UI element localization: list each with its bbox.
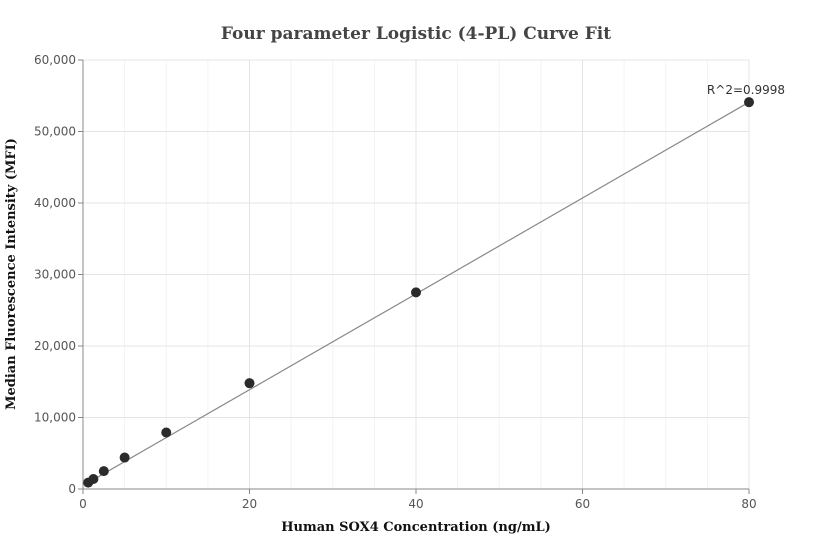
y-tick-label: 50,000 bbox=[34, 125, 76, 139]
data-point bbox=[744, 97, 754, 108]
data-point bbox=[411, 287, 421, 298]
y-tick-label: 30,000 bbox=[34, 268, 76, 282]
y-tick-label: 10,000 bbox=[34, 411, 76, 425]
x-tick-label: 20 bbox=[242, 497, 257, 511]
x-axis-ticks: 0 20 40 60 80 bbox=[79, 489, 757, 511]
x-tick-label: 60 bbox=[575, 497, 590, 511]
y-tick-label: 20,000 bbox=[34, 339, 76, 353]
chart-title: Four parameter Logistic (4-PL) Curve Fit bbox=[221, 24, 611, 44]
x-tick-label: 80 bbox=[741, 497, 756, 511]
x-axis-label: Human SOX4 Concentration (ng/mL) bbox=[281, 520, 551, 535]
data-point bbox=[88, 473, 99, 484]
data-point bbox=[244, 378, 255, 389]
y-tick-label: 60,000 bbox=[34, 53, 76, 67]
y-tick-label: 0 bbox=[68, 482, 76, 496]
data-point bbox=[98, 466, 109, 477]
y-tick-label: 40,000 bbox=[34, 196, 76, 210]
annotations: R^2=0.9998 bbox=[707, 83, 785, 97]
grid bbox=[83, 59, 750, 489]
y-axis-ticks: 0 10,000 20,000 30,000 40,000 50,000 60,000 bbox=[34, 53, 83, 496]
data-point bbox=[161, 427, 172, 438]
data-points bbox=[83, 97, 754, 488]
x-tick-label: 0 bbox=[79, 497, 87, 511]
r-squared-annotation: R^2=0.9998 bbox=[707, 83, 785, 97]
x-tick-label: 40 bbox=[408, 497, 423, 511]
y-axis-label: Median Fluorescence Intensity (MFI) bbox=[4, 138, 19, 410]
data-point bbox=[119, 452, 130, 463]
